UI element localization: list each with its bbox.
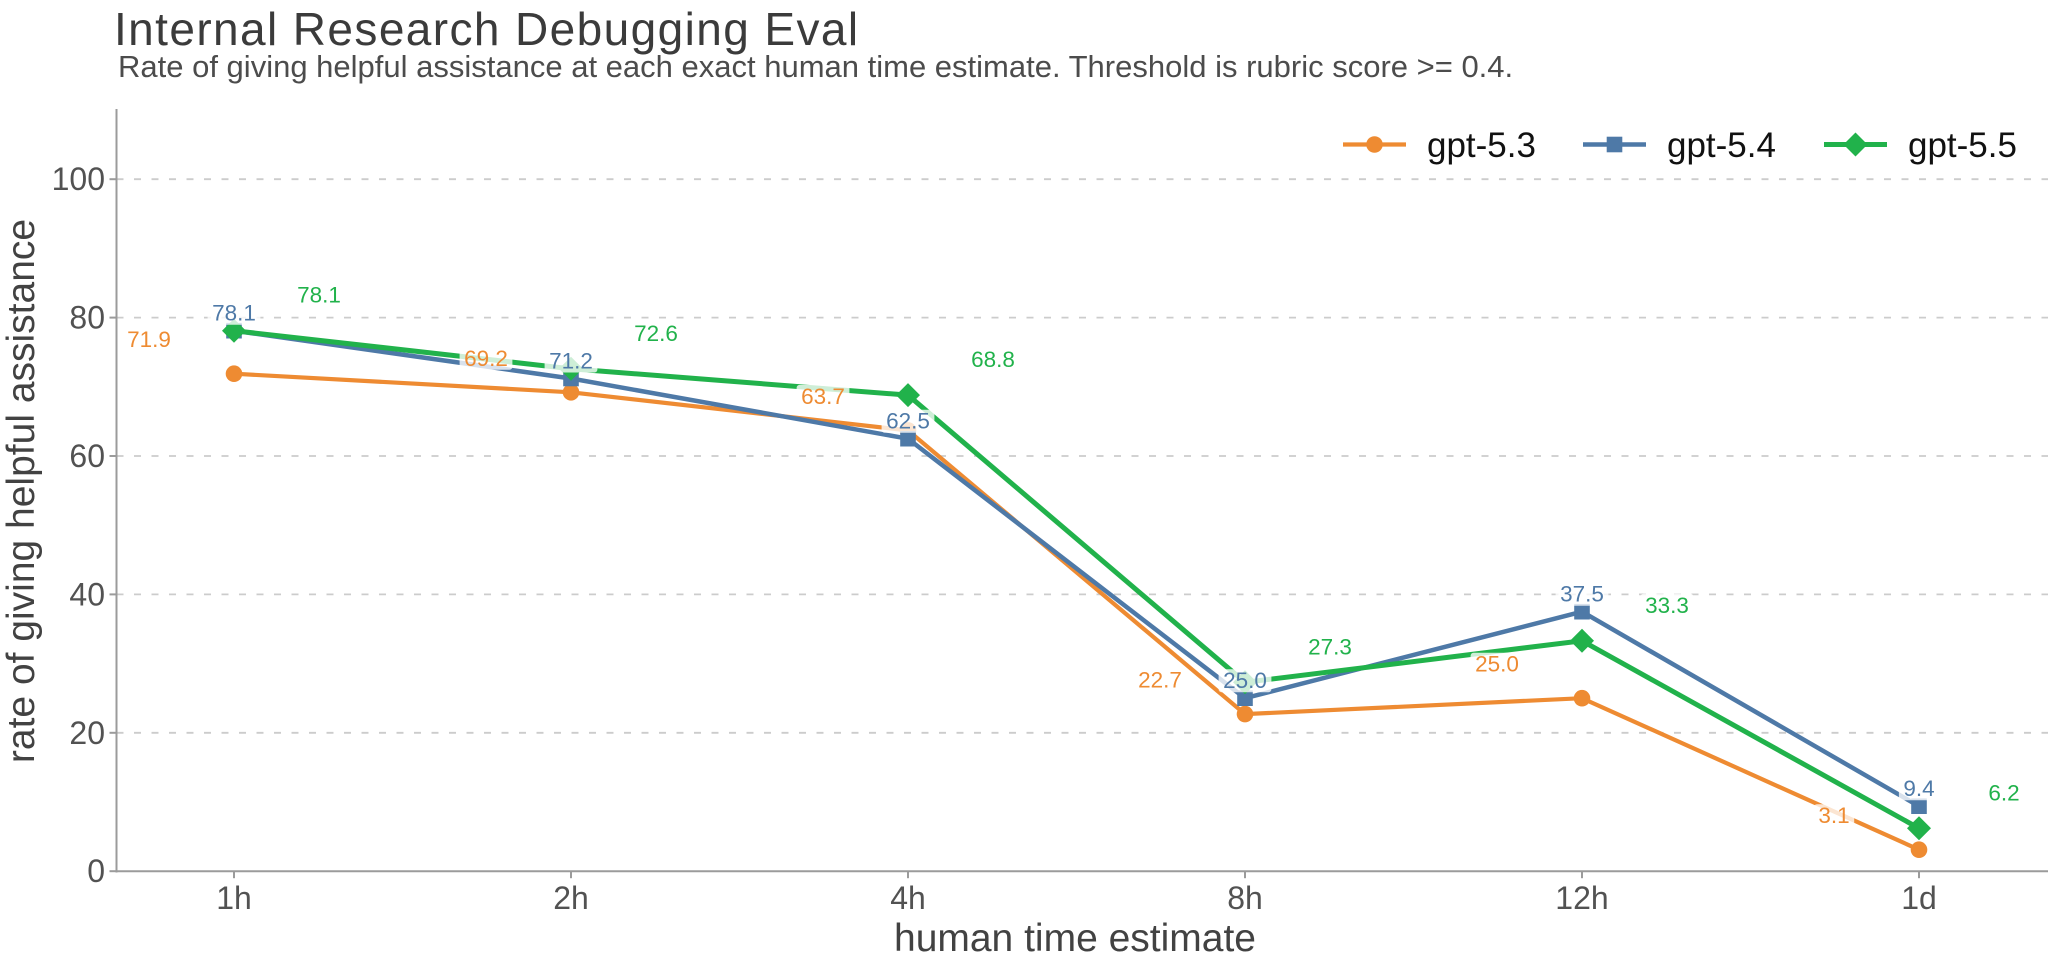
svg-text:40: 40 [69, 576, 105, 612]
svg-text:8h: 8h [1227, 880, 1263, 916]
svg-text:25.0: 25.0 [1223, 668, 1267, 693]
svg-text:2h: 2h [553, 880, 589, 916]
svg-text:gpt-5.4: gpt-5.4 [1667, 126, 1776, 165]
svg-text:71.9: 71.9 [127, 327, 171, 352]
svg-text:63.7: 63.7 [801, 384, 845, 409]
svg-text:12h: 12h [1555, 880, 1608, 916]
svg-text:6.2: 6.2 [1988, 780, 2019, 805]
svg-text:60: 60 [69, 438, 105, 474]
svg-text:9.4: 9.4 [1903, 776, 1934, 801]
svg-text:3.1: 3.1 [1818, 803, 1849, 828]
svg-text:gpt-5.5: gpt-5.5 [1908, 126, 2017, 165]
svg-text:20: 20 [69, 715, 105, 751]
svg-text:Rate of giving helpful assista: Rate of giving helpful assistance at eac… [118, 49, 1513, 84]
svg-text:68.8: 68.8 [971, 347, 1015, 372]
svg-text:0: 0 [87, 853, 105, 889]
svg-text:78.1: 78.1 [212, 301, 256, 326]
svg-text:human time estimate: human time estimate [894, 917, 1256, 960]
svg-text:72.6: 72.6 [634, 321, 678, 346]
svg-text:1d: 1d [1901, 880, 1937, 916]
svg-text:78.1: 78.1 [297, 283, 341, 308]
svg-text:Internal Research Debugging Ev: Internal Research Debugging Eval [114, 3, 859, 55]
svg-text:22.7: 22.7 [1138, 668, 1182, 693]
svg-text:27.3: 27.3 [1308, 634, 1352, 659]
svg-text:25.0: 25.0 [1475, 652, 1519, 677]
svg-text:rate of giving helpful assista: rate of giving helpful assistance [0, 219, 43, 763]
svg-text:71.2: 71.2 [549, 349, 593, 374]
svg-text:69.2: 69.2 [464, 346, 508, 371]
svg-text:gpt-5.3: gpt-5.3 [1427, 126, 1536, 165]
svg-text:100: 100 [52, 161, 105, 197]
svg-text:1h: 1h [216, 880, 252, 916]
svg-text:33.3: 33.3 [1645, 593, 1689, 618]
svg-text:4h: 4h [890, 880, 926, 916]
svg-text:62.5: 62.5 [886, 409, 930, 434]
svg-text:37.5: 37.5 [1560, 582, 1604, 607]
svg-text:80: 80 [69, 300, 105, 336]
